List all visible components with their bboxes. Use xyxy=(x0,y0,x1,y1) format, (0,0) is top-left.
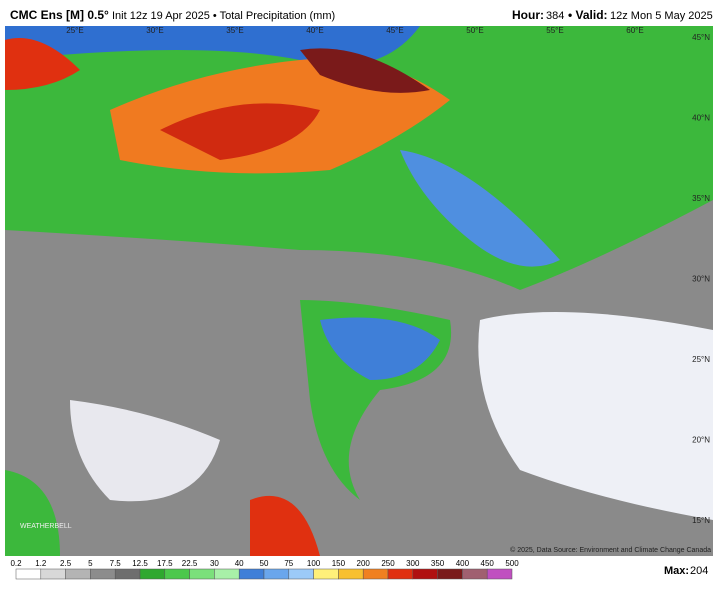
legend-swatch xyxy=(114,568,141,580)
lat-label: 40°N xyxy=(692,114,710,123)
legend-swatch xyxy=(263,568,290,580)
legend-swatch xyxy=(313,568,339,580)
precip-red-ethiopia xyxy=(250,495,320,556)
dry-white xyxy=(478,312,713,520)
valid-label: • Valid: xyxy=(568,8,608,22)
legend-swatch xyxy=(65,568,91,580)
precip-blue-east xyxy=(400,150,560,267)
legend: 0.2 1.2 2.5 5 7.5 12.5 17.5 22.5 30 40 50 75 100 150 2… xyxy=(10,559,519,580)
lat-label: 15°N xyxy=(692,516,710,525)
legend-swatch xyxy=(189,568,215,580)
valid: 12z Mon 5 May 2025 xyxy=(610,10,713,22)
legend-label: 12.5 xyxy=(132,559,148,568)
precip-green-sw xyxy=(5,470,60,556)
lon-label: 50°E xyxy=(466,26,483,35)
lon-label: 25°E xyxy=(66,26,83,35)
precip-maroon xyxy=(300,48,430,93)
legend-swatch xyxy=(40,568,66,580)
lat-label: 35°N xyxy=(692,194,710,203)
legend-label: 1.2 xyxy=(35,559,47,568)
model-name: CMC Ens [M] 0.5° xyxy=(10,8,109,22)
lat-label: 25°N xyxy=(692,355,710,364)
legend-label: 22.5 xyxy=(182,559,198,568)
legend-label: 250 xyxy=(381,559,395,568)
legend-swatch xyxy=(139,568,166,580)
legend-swatch xyxy=(437,568,463,580)
legend-label: 150 xyxy=(332,559,346,568)
lon-label: 35°E xyxy=(226,26,243,35)
legend-swatch xyxy=(362,568,389,580)
lat-label: 20°N xyxy=(692,436,710,445)
lat-labels: 45°N 40°N 35°N 30°N 25°N 20°N 15°N xyxy=(692,33,710,525)
dry-white-africa xyxy=(70,400,220,502)
legend-label: 300 xyxy=(406,559,420,568)
precip-red xyxy=(160,103,320,160)
legend-label: 50 xyxy=(260,559,269,568)
hour: 384 xyxy=(546,10,564,22)
lon-label: 55°E xyxy=(546,26,563,35)
legend-label: 400 xyxy=(456,559,470,568)
legend-label: 30 xyxy=(210,559,219,568)
legend-label: 75 xyxy=(284,559,293,568)
legend-swatch xyxy=(288,568,314,580)
lon-label: 30°E xyxy=(146,26,163,35)
legend-swatch xyxy=(462,568,488,580)
lon-label: 45°E xyxy=(386,26,403,35)
lon-label: 60°E xyxy=(626,26,643,35)
subtitle: Init 12z 19 Apr 2025 • Total Precipitati… xyxy=(112,10,335,22)
legend-swatch xyxy=(486,568,513,580)
lat-label: 45°N xyxy=(692,33,710,42)
legend-label: 7.5 xyxy=(110,559,122,568)
legend-swatch xyxy=(338,568,364,580)
legend-label: 40 xyxy=(235,559,244,568)
legend-label: 2.5 xyxy=(60,559,72,568)
hour-label: Hour: xyxy=(512,8,544,22)
max-label: Max: xyxy=(664,565,689,577)
legend-label: 350 xyxy=(431,559,445,568)
legend-label: 200 xyxy=(357,559,371,568)
precip-red-west xyxy=(5,38,80,90)
map: 25°E 30°E 35°E 40°E 45°E 50°E 55°E 60°E 45°N 40°… xyxy=(5,26,713,556)
legend-label: 100 xyxy=(307,559,321,568)
legend-swatch xyxy=(15,568,42,580)
legend-label: 0.2 xyxy=(10,559,22,568)
lon-label: 40°E xyxy=(306,26,323,35)
legend-swatch xyxy=(412,568,438,580)
legend-swatch xyxy=(214,568,240,580)
credit: © 2025, Data Source: Environment and Cli… xyxy=(510,546,711,554)
legend-label: 5 xyxy=(88,559,93,568)
watermark: WEATHERBELL xyxy=(20,523,72,530)
legend-swatch xyxy=(387,568,414,580)
lon-labels: 25°E 30°E 35°E 40°E 45°E 50°E 55°E 60°E xyxy=(66,26,643,35)
legend-label: 17.5 xyxy=(157,559,173,568)
legend-label: 500 xyxy=(505,559,519,568)
max-value: 204 xyxy=(690,565,708,577)
lat-label: 30°N xyxy=(692,275,710,284)
legend-swatch xyxy=(90,568,116,580)
legend-swatch xyxy=(164,568,190,580)
legend-label: 450 xyxy=(481,559,495,568)
legend-swatch xyxy=(238,568,265,580)
precip-blue-arabia xyxy=(320,317,440,380)
